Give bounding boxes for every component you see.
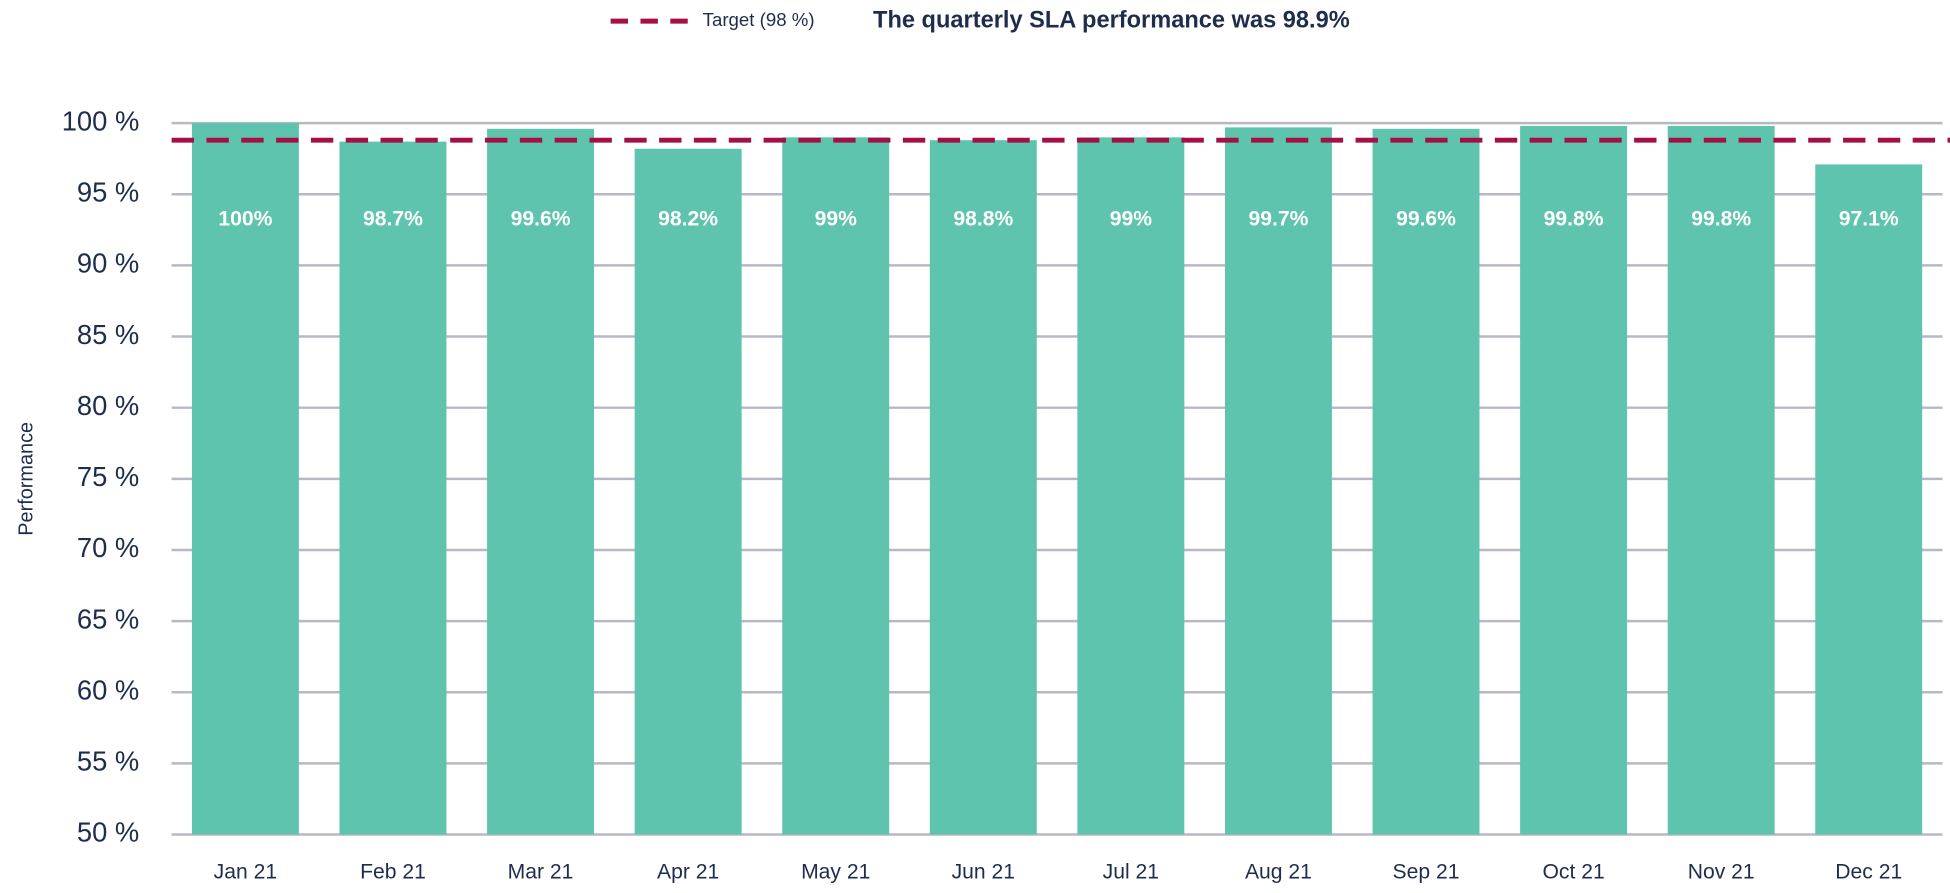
x-tick-label: Apr 21 xyxy=(657,861,719,884)
x-tick-label: Jul 21 xyxy=(1103,861,1159,884)
chart-title: The quarterly SLA performance was 98.9% xyxy=(873,7,1350,33)
y-tick-label: 90 % xyxy=(77,248,139,279)
y-tick-label: 85 % xyxy=(77,319,139,350)
data-label: 98.7% xyxy=(363,208,423,231)
y-tick-label: 80 % xyxy=(77,390,139,421)
y-tick-label: 100 % xyxy=(62,105,140,136)
bar xyxy=(339,141,447,835)
data-label: 99.7% xyxy=(1248,208,1308,231)
data-label: 99.6% xyxy=(1396,208,1456,231)
y-axis-label: Performance xyxy=(16,422,38,536)
bar xyxy=(1224,127,1332,835)
bar xyxy=(487,128,595,835)
data-label: 99% xyxy=(815,208,857,231)
y-tick-label: 60 % xyxy=(77,674,139,705)
bar xyxy=(929,140,1037,835)
y-tick-label: 65 % xyxy=(77,603,139,634)
data-label: 97.1% xyxy=(1839,208,1899,231)
data-label: 98.2% xyxy=(658,208,718,231)
y-tick-label: 70 % xyxy=(77,532,139,563)
bar xyxy=(634,148,742,835)
y-tick-label: 55 % xyxy=(77,746,139,777)
x-tick-label: Mar 21 xyxy=(508,861,574,884)
data-label: 99.8% xyxy=(1544,208,1604,231)
data-label: 99.6% xyxy=(511,208,571,231)
y-tick-label: 50 % xyxy=(77,817,139,848)
y-tick-label: 75 % xyxy=(77,461,139,492)
x-tick-label: Aug 21 xyxy=(1245,861,1312,884)
x-tick-label: Jan 21 xyxy=(214,861,277,884)
x-tick-label: May 21 xyxy=(801,861,870,884)
legend-label: Target (98 %) xyxy=(703,9,815,30)
x-tick-label: Oct 21 xyxy=(1542,861,1604,884)
x-tick-label: Dec 21 xyxy=(1835,861,1902,884)
bar xyxy=(1077,137,1185,835)
bar xyxy=(1520,125,1628,835)
data-label: 98.8% xyxy=(953,208,1013,231)
bar xyxy=(1815,164,1923,835)
data-label: 100% xyxy=(218,208,272,231)
bar xyxy=(782,137,890,835)
data-label: 99% xyxy=(1110,208,1152,231)
data-label: 99.8% xyxy=(1691,208,1751,231)
x-tick-label: Jun 21 xyxy=(952,861,1015,884)
bar xyxy=(191,123,299,835)
x-tick-label: Nov 21 xyxy=(1688,861,1755,884)
y-tick-label: 95 % xyxy=(77,176,139,207)
bar xyxy=(1372,128,1480,835)
x-tick-label: Sep 21 xyxy=(1393,861,1460,884)
bar xyxy=(1667,125,1775,835)
x-tick-label: Feb 21 xyxy=(360,861,426,884)
